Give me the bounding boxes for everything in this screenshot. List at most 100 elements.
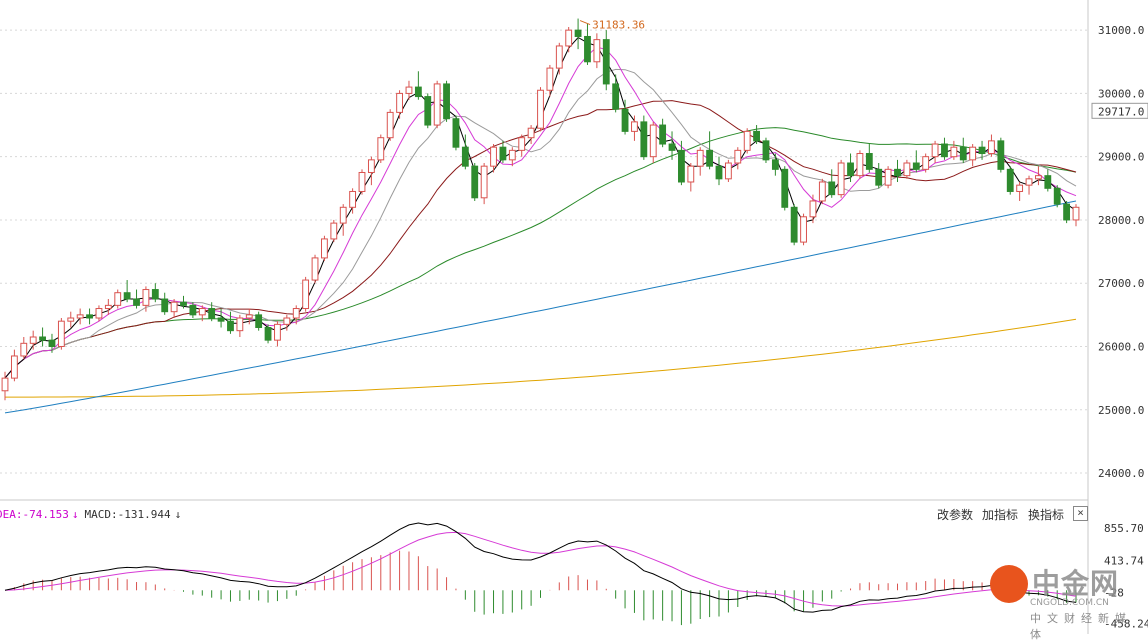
candle-body — [518, 137, 526, 151]
candle-body — [10, 355, 18, 379]
ma120-line — [4, 200, 1077, 414]
candle-body — [208, 308, 216, 319]
candle-body — [828, 181, 836, 196]
candle-body — [771, 159, 779, 170]
max-marker-arrow — [579, 20, 591, 26]
candle-body — [377, 137, 385, 161]
candle-body — [950, 146, 958, 158]
candle-body — [941, 143, 948, 158]
logo-subtitle: 中文财经新媒体 — [1030, 612, 1132, 641]
last-price-label: 29717.0 — [1098, 105, 1144, 118]
macd-tick-label: -458.24 — [1104, 618, 1148, 631]
candle-body — [29, 336, 37, 344]
candle-body — [555, 45, 563, 69]
candle-body — [584, 35, 591, 63]
candle-body — [86, 314, 93, 319]
candle-body — [631, 121, 638, 132]
candle-body — [1044, 175, 1052, 189]
candle-body — [264, 327, 272, 341]
candle-body — [311, 257, 319, 281]
candle-body — [959, 146, 967, 161]
candle-body — [452, 118, 460, 148]
add-indicator-button[interactable]: 加指标 — [982, 508, 1019, 522]
ma60-line — [4, 127, 1077, 379]
y-tick-label: 26000.0 — [1098, 340, 1144, 353]
candle-body — [1063, 203, 1071, 221]
candle-body — [621, 108, 629, 132]
candle-body — [245, 314, 253, 319]
candle-body — [508, 149, 516, 161]
candle-body — [931, 143, 939, 158]
candle-body — [274, 323, 281, 341]
candle-body — [602, 39, 610, 85]
candle-body — [227, 320, 234, 332]
candle-body — [1025, 178, 1033, 186]
candle-body — [57, 320, 65, 347]
candle-body — [48, 339, 56, 347]
candle-body — [687, 165, 695, 183]
candle-body — [922, 156, 930, 170]
dif-line — [4, 522, 1077, 613]
dea-down-arrow-icon: ↓ — [71, 508, 79, 521]
candle-body — [104, 304, 112, 310]
price-grid — [0, 0, 1089, 634]
candle-body — [443, 83, 450, 120]
candle-body — [546, 67, 554, 91]
candle-body — [969, 146, 977, 161]
candle-body — [292, 308, 300, 319]
candle-body — [133, 298, 140, 306]
candle-body — [236, 317, 244, 332]
candle-body — [988, 140, 995, 155]
candle-body — [800, 216, 807, 243]
candle-body — [668, 143, 676, 151]
candle-body — [612, 83, 620, 110]
candle-body — [903, 162, 911, 177]
candle-body — [743, 130, 751, 151]
candle-body — [189, 304, 197, 316]
candles-group — [1, 18, 1080, 401]
candle-body — [386, 111, 394, 139]
ma250-line — [5, 318, 1077, 398]
candle-body — [321, 238, 328, 259]
candle-body — [659, 124, 667, 145]
candle-body — [696, 149, 704, 167]
logo-name: 中金网 — [1032, 567, 1120, 600]
candle-body — [367, 159, 375, 173]
candle-body — [734, 149, 742, 164]
candle-body — [649, 124, 657, 158]
candle-body — [20, 342, 28, 357]
candle-body — [1, 377, 9, 392]
logo-url: CNGOLD.COM.CN — [1030, 598, 1109, 608]
dea-line — [4, 531, 1077, 607]
switch-indicator-button[interactable]: 换指标 — [1028, 508, 1065, 522]
macd-tick-label: -28 — [1104, 586, 1124, 599]
indicator-toolbar: DEA:-74.153 ↓ MACD:-131.944 ↓ 改参数 加指标 换指标 × — [0, 505, 1090, 525]
candle-body — [405, 86, 413, 94]
price-axis: 31000.0 30000.0 29000.0 28000.0 27000.0 26000… — [1091, 24, 1148, 480]
candle-body — [302, 279, 310, 310]
candle-body — [39, 336, 46, 341]
candle-body — [790, 206, 798, 243]
max-price-label: 31183.36 — [592, 19, 645, 32]
candle-body — [837, 162, 845, 196]
candle-body — [527, 127, 535, 139]
y-tick-label: 27000.0 — [1098, 277, 1144, 290]
macd-tick-label: 855.70 — [1104, 522, 1144, 535]
candle-body — [283, 317, 291, 325]
candle-body — [537, 89, 544, 129]
candle-body — [865, 153, 873, 170]
candle-body — [912, 162, 920, 170]
close-icon[interactable]: × — [1073, 506, 1088, 521]
y-tick-label: 29000.0 — [1098, 151, 1144, 164]
candle-body — [396, 92, 403, 113]
candle-body — [978, 146, 986, 155]
candle-body — [565, 29, 573, 47]
candle-body — [997, 140, 1005, 170]
candle-body — [706, 149, 714, 167]
dea-value: DEA:-74.153 — [0, 508, 69, 521]
modify-params-button[interactable]: 改参数 — [937, 508, 974, 522]
candle-body — [161, 298, 169, 313]
candle-body — [593, 39, 601, 63]
candle-body — [170, 301, 178, 313]
